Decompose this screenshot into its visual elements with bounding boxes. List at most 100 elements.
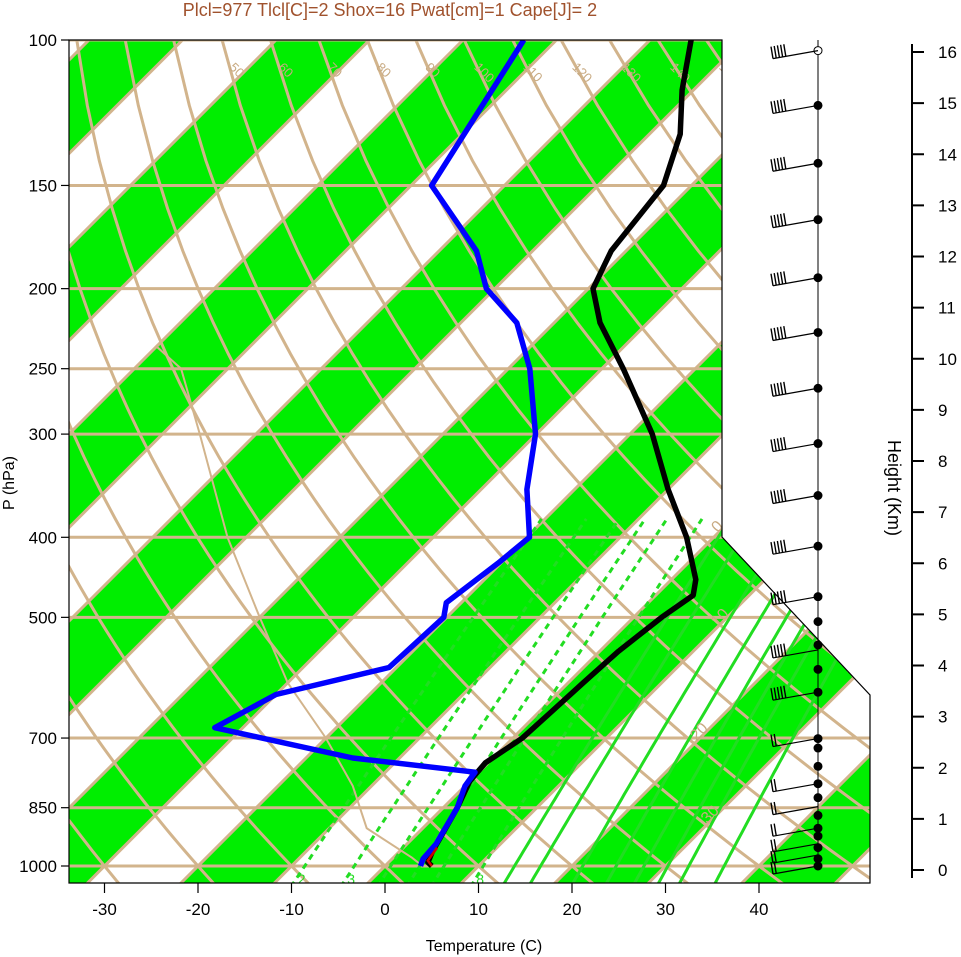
wind-barb-flag — [779, 590, 784, 603]
wind-barb-staff — [772, 219, 819, 229]
wind-barb-staff — [772, 827, 819, 837]
dry-adiabat-line — [462, 40, 870, 883]
isotherm-line — [69, 40, 278, 883]
temperature-tick-label: 0 — [380, 900, 389, 919]
wind-level-dot — [813, 743, 823, 753]
wind-barb-flag — [773, 214, 777, 228]
mixing-ratio-label: 24 — [951, 332, 961, 348]
temperature-band — [69, 40, 370, 883]
wind-barb-staff — [772, 494, 819, 505]
wind-barb-flag — [770, 645, 774, 659]
height-tick-label: 8 — [938, 452, 947, 471]
temperature-tick-label: 20 — [563, 900, 582, 919]
temperature-band — [69, 40, 870, 883]
wind-barb-staff — [772, 854, 819, 864]
temperature-tick-label: -10 — [279, 900, 304, 919]
isotherm-line — [643, 40, 870, 883]
pressure-tick-label: 250 — [29, 360, 57, 379]
isotherm-label: 10 — [760, 554, 785, 579]
mixing-ratio-dashed-line — [429, 518, 669, 883]
temperature-tick-label: 40 — [750, 900, 769, 919]
mixing-ratio-line — [711, 338, 870, 883]
mixing-ratio-label: 8 — [476, 871, 484, 887]
wind-barb-flag — [773, 733, 777, 747]
wind-barb-flag — [779, 489, 784, 502]
isotherm-line — [69, 40, 652, 883]
wind-barb-flag — [776, 100, 781, 113]
wind-barb-flag — [773, 45, 777, 59]
wind-barb-flag — [773, 850, 777, 863]
wind-barb-staff — [772, 331, 819, 342]
wind-barb-flag — [770, 542, 774, 555]
height-tick-label: 10 — [938, 350, 957, 369]
wind-barb-flag — [773, 645, 777, 658]
dry-adiabat-line — [414, 40, 870, 883]
wind-level-dot — [813, 854, 823, 864]
wind-barb-flag — [776, 272, 781, 285]
mixing-ratio-line — [676, 338, 870, 883]
temperature-tick-label: 10 — [469, 900, 488, 919]
wind-barb-flag — [773, 541, 777, 554]
wind-barb-flag — [783, 539, 787, 552]
wind-barb-flag — [779, 271, 784, 285]
wind-barb-flag — [773, 687, 777, 700]
dry-adiabat-line — [69, 40, 123, 883]
parcel-path-line — [155, 345, 424, 867]
wind-barb-staff — [772, 277, 819, 287]
wind-barb-flag — [770, 215, 774, 228]
mixing-ratio-line — [655, 338, 870, 883]
dry-adiabat-line — [317, 40, 870, 883]
isotherm-label: -20 — [720, 309, 748, 337]
height-tick-label: 9 — [938, 401, 947, 420]
wind-barb-flag — [776, 438, 781, 451]
isotherm-line — [176, 40, 870, 883]
wind-barb-flag — [776, 214, 781, 227]
mixing-ratio-label: 16 — [900, 332, 916, 348]
wind-level-dot — [813, 761, 823, 771]
wind-barb-flag — [779, 644, 784, 657]
dry-adiabat-line — [69, 40, 503, 883]
wind-barb-staff — [772, 737, 819, 748]
mixing-ratio-label: 3 — [347, 871, 355, 887]
wind-barb-flag — [783, 44, 787, 57]
wind-barb-flag — [776, 45, 781, 58]
wind-barb-flag — [773, 327, 777, 341]
isotherm-line — [269, 40, 870, 883]
height-tick-label: 16 — [938, 43, 957, 62]
wind-barb-flag — [779, 326, 784, 339]
wind-level-dot — [813, 810, 823, 820]
height-axis-label: Height (Km) — [884, 440, 904, 536]
wind-barb-staff — [772, 387, 819, 397]
isotherm-label: 0 — [762, 465, 780, 483]
wind-barb-flag — [783, 437, 787, 450]
mixing-ratio-dashed-line — [469, 518, 704, 883]
wind-barb-flag — [779, 382, 784, 395]
wind-barb-staff — [772, 442, 819, 453]
isotherm-line — [550, 40, 870, 883]
wind-barb-flag — [776, 686, 781, 700]
wind-barb-flag — [770, 328, 774, 341]
wind-barb-flag — [779, 437, 784, 450]
isotherm-line — [69, 40, 558, 883]
wind-barb-staff — [772, 783, 819, 793]
mixing-ratio-dashed-line — [339, 518, 588, 883]
wind-barb-flag — [773, 591, 777, 605]
isotherm-line — [69, 40, 371, 883]
x-axis-label: Temperature (C) — [426, 938, 542, 955]
isotherm-label: -30 — [735, 201, 763, 229]
isotherm-line — [69, 40, 745, 883]
wind-barb-flag — [783, 590, 787, 603]
wind-barb-flag — [783, 381, 787, 394]
height-tick-label: 11 — [938, 299, 956, 318]
wind-barb-flag — [770, 839, 774, 852]
pressure-tick-label: 200 — [29, 280, 57, 299]
pressure-tick-label: 400 — [29, 528, 57, 547]
wind-barb-staff — [772, 691, 819, 701]
wind-barb-flag — [770, 802, 774, 815]
surface-parcel-line — [426, 846, 439, 867]
wind-barb-flag — [776, 490, 781, 503]
wind-barb-flag — [770, 688, 774, 701]
pressure-tick-label: 300 — [29, 425, 57, 444]
wind-barb-flag — [779, 213, 784, 226]
